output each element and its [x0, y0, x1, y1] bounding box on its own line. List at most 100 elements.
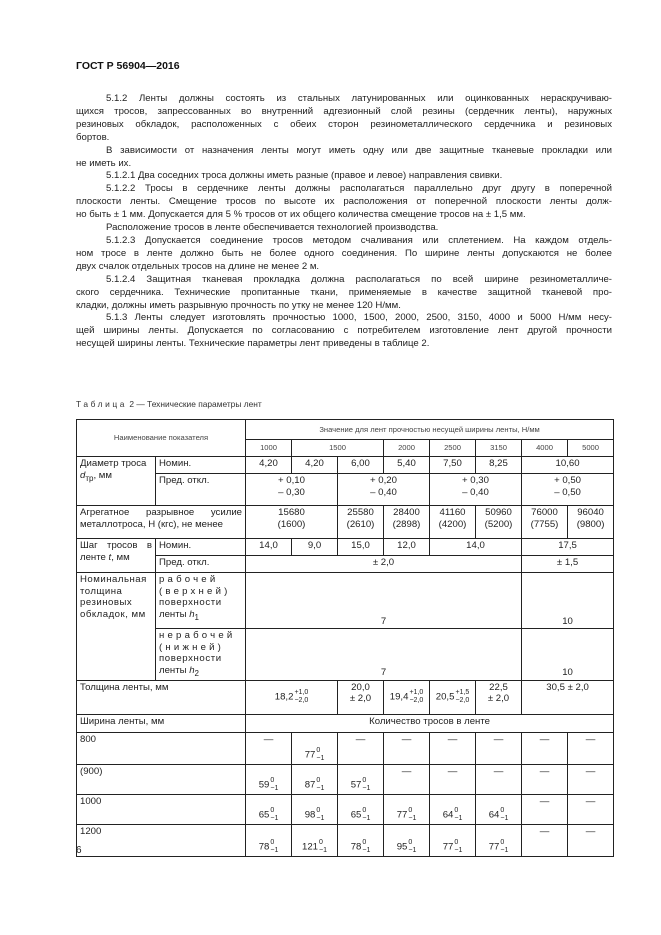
- table-cell: —: [521, 823, 569, 857]
- table-cell: ± 2,0: [245, 555, 523, 573]
- table-cell: нерабочей (нижней) поверхности ленты h2: [154, 628, 247, 681]
- paragraph-line: несущей ширины ленты. Технические параме…: [76, 338, 430, 350]
- table-row: 1200 78 0 −1 121 0 −1 78 0 −1 95 0 −1 77 0 −1 77 0 −1— —: [75, 823, 615, 857]
- table-cell: 78 0 −1: [245, 823, 293, 857]
- table-cell: —: [383, 763, 431, 795]
- table-cell: Ширина ленты, мм: [75, 713, 247, 733]
- table-cell: Номин.: [154, 456, 247, 474]
- table-cell: Количество тросов в ленте: [245, 713, 615, 733]
- document-header: ГОСТ Р 56904—2016: [76, 60, 180, 72]
- table-cell: 10,60: [521, 456, 615, 474]
- table-cell: 10: [521, 628, 615, 681]
- table-cell: Пред. откл.: [154, 555, 247, 573]
- table-cell: Пред. откл.: [154, 473, 247, 506]
- table-cell: 7,50: [429, 456, 477, 474]
- table-cell: 22,5 ± 2,0: [475, 679, 523, 715]
- table-cell: 41160 (4200): [429, 505, 477, 539]
- paragraph-line: В зависимости от назначения ленты могут …: [106, 144, 612, 156]
- table-row: 800—77 0 −1— — — — — —: [75, 731, 615, 765]
- table-cell: —: [567, 731, 615, 765]
- table-cell: Шаг тросов в ленте t, мм: [76, 538, 156, 573]
- table-cell: рабочей (верхней) поверхности ленты h1: [154, 572, 247, 629]
- table-cell: 65 0 −1: [337, 793, 385, 825]
- table-cell: 77 0 −1: [475, 823, 523, 857]
- table-cell: —: [429, 731, 477, 765]
- paragraph-line: 5.1.2.1 Два соседних троса должны иметь …: [106, 170, 503, 182]
- table-row: Пред. откл. + 0,10– 0,30 + 0,20– 0,40 + 0,3…: [77, 473, 615, 506]
- table-cell: Агрегатное разрывное усилие металлотроса…: [75, 505, 247, 539]
- table-cell: 76000 (7755): [521, 505, 569, 539]
- paragraph-line: резиновых обкладок, расположенных с обеи…: [76, 118, 612, 130]
- table-cell: 1000: [245, 439, 293, 457]
- table-row: Агрегатное разрывное усилие металлотроса…: [75, 505, 615, 539]
- table-row: 1000 65 0 −1 98 0 −1 65 0 −1 77 0 −1 64 0 −1 64 0 −1— —: [75, 793, 615, 825]
- table-cell: Наименование показателя: [75, 419, 247, 457]
- table-cell: 64 0 −1: [429, 793, 477, 825]
- table-caption: Таблица 2 — Технические параметры лент: [76, 399, 262, 409]
- paragraph-line: но быть ± 1 мм. Допускается для 5 % трос…: [76, 209, 526, 221]
- table-cell: 17,5: [521, 538, 615, 556]
- table-cell: 1500: [291, 439, 385, 457]
- table-row: Шаг тросов в ленте t, мм Номин. 14,0 9,0 15,…: [76, 538, 615, 573]
- table-cell: 2000: [383, 439, 431, 457]
- table-cell: (900): [75, 763, 247, 795]
- table-cell: —: [475, 763, 523, 795]
- table-cell: Номинальная толщина резиновых обкладок, …: [76, 572, 156, 681]
- table-cell: + 0,50– 0,50: [521, 473, 615, 506]
- table-row: нерабочей (нижней) поверхности ленты h2 7 10: [77, 628, 615, 681]
- table-cell: 19,4 +1,0 −2,0: [383, 679, 431, 715]
- table-cell: 25580 (2610): [337, 505, 385, 539]
- table-cell: 20,0 ± 2,0: [337, 679, 385, 715]
- table-cell: 1200: [75, 823, 247, 857]
- technical-parameters-table: Наименование показателя Значение для лент…: [75, 419, 615, 857]
- table-row: Пред. откл. ± 2,0 ± 1,5: [77, 555, 615, 573]
- table-cell: 30,5 ± 2,0: [521, 679, 615, 715]
- table-cell: + 0,20– 0,40: [337, 473, 431, 506]
- table-cell: + 0,10– 0,30: [245, 473, 339, 506]
- table-cell: 5000: [567, 439, 615, 457]
- table-cell: Значение для лент прочностью несущей шир…: [245, 419, 615, 440]
- paragraph-line: ном тросе в ленте должно быть не более о…: [76, 247, 612, 259]
- table-cell: 800: [75, 731, 247, 765]
- table-cell: 6,00: [337, 456, 385, 474]
- table-cell: —: [383, 731, 431, 765]
- table-cell: 59 0 −1: [245, 763, 293, 795]
- paragraph-line: 5.1.3 Ленты следует изготовлять прочност…: [106, 312, 612, 324]
- table-cell: 50960 (5200): [475, 505, 523, 539]
- table-cell: 77 0 −1: [429, 823, 477, 857]
- table-cell: 3150: [475, 439, 523, 457]
- table-cell: Номин.: [154, 538, 247, 556]
- table-cell: 1000: [75, 793, 247, 825]
- table-cell: 7: [245, 572, 523, 629]
- table-row: 1000 1500 2000 2500 3150 4000 5000: [77, 439, 615, 457]
- paragraph-line: 5.1.2 Ленты должны состоять из стальных …: [106, 93, 612, 104]
- table-cell: 10: [521, 572, 615, 629]
- paragraph-line: 5.1.2.2 Тросы в сердечнике ленты должны …: [106, 183, 612, 195]
- table-cell: 96040 (9800): [567, 505, 615, 539]
- table-cell: —: [521, 763, 569, 795]
- table-cell: —: [521, 731, 569, 765]
- table-row: (900) 59 0 −1 87 0 −1 57 0 −1— — — — —: [75, 763, 615, 795]
- paragraph-line: не иметь их.: [76, 157, 132, 169]
- paragraph-line: двух счалок отдельных тросов на длине не…: [76, 260, 320, 272]
- table-cell: 64 0 −1: [475, 793, 523, 825]
- table-row: Наименование показателя Значение для лент…: [75, 419, 615, 457]
- table-cell: 77 0 −1: [383, 793, 431, 825]
- table-cell: 121 0 −1: [291, 823, 339, 857]
- table-cell: —: [567, 793, 615, 825]
- table-cell: —: [429, 763, 477, 795]
- table-cell: 7: [245, 628, 523, 681]
- table-row: Номинальная толщина резиновых обкладок, …: [76, 572, 615, 681]
- table-cell: 65 0 −1: [245, 793, 293, 825]
- table-cell: 87 0 −1: [291, 763, 339, 795]
- table-cell: 20,5 +1,5 −2,0: [429, 679, 477, 715]
- table-cell: 8,25: [475, 456, 523, 474]
- table-cell: 57 0 −1: [337, 763, 385, 795]
- table-cell: 4,20: [291, 456, 339, 474]
- paragraph-line: бортов.: [76, 131, 110, 143]
- table-row: Ширина ленты, мм Количество тросов в лент…: [75, 713, 615, 733]
- table-cell: 95 0 −1: [383, 823, 431, 857]
- body-text: 5.1.2 Ленты должны состоять из стальных …: [76, 93, 612, 351]
- paragraph-line: щей ширины ленты. Допускается по согласо…: [76, 325, 612, 337]
